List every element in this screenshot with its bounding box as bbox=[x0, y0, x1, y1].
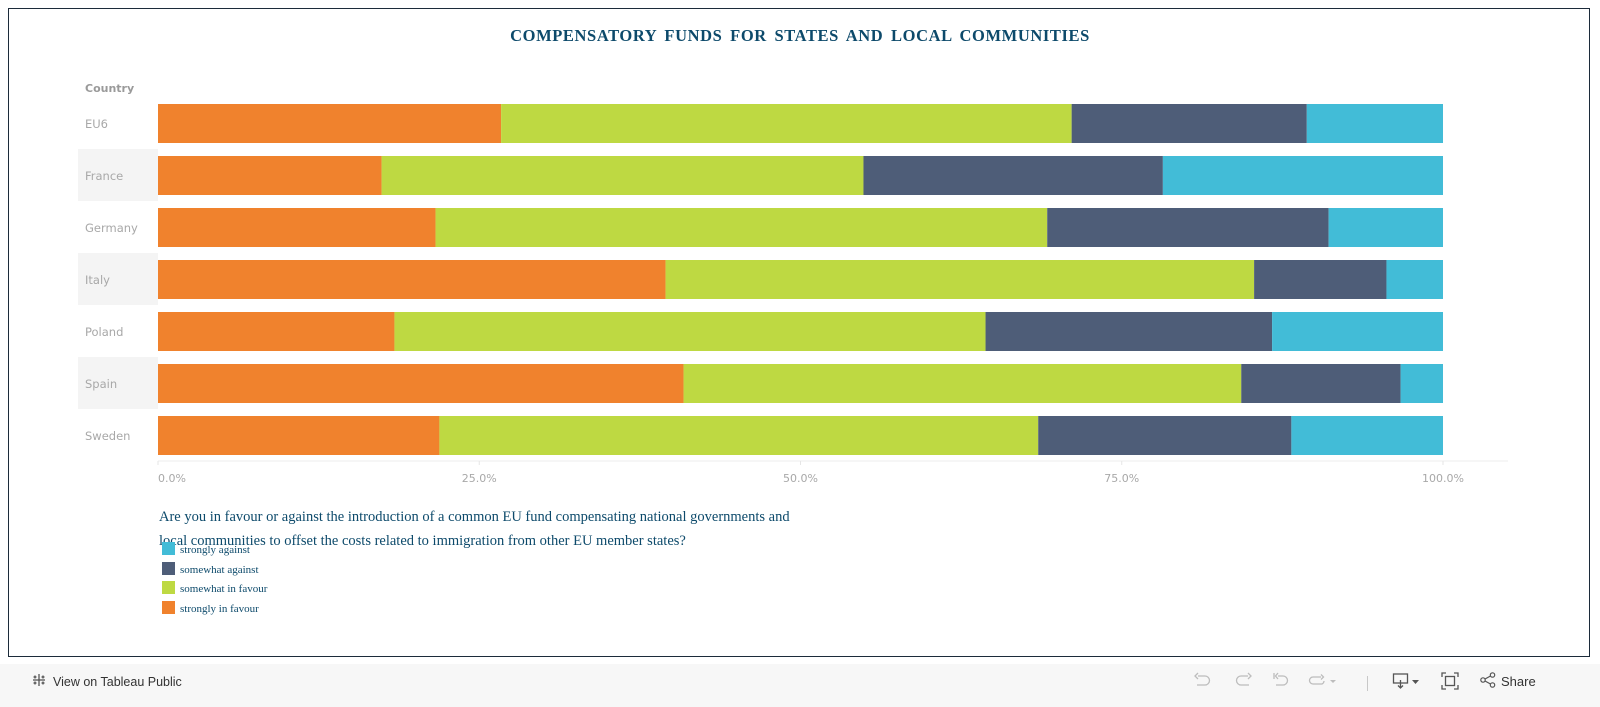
bar-segment-italy-strongly-in-favour[interactable] bbox=[158, 260, 666, 299]
undo-icon[interactable] bbox=[1194, 672, 1212, 691]
view-on-tableau-button[interactable]: View on Tableau Public bbox=[31, 672, 182, 691]
bar-segment-poland-somewhat-against[interactable] bbox=[985, 312, 1273, 351]
fullscreen-icon[interactable] bbox=[1441, 672, 1459, 693]
bar-segment-germany-somewhat-in-favour[interactable] bbox=[435, 208, 1048, 247]
bar-segment-eu6-somewhat-in-favour[interactable] bbox=[501, 104, 1072, 143]
share-label: Share bbox=[1501, 674, 1536, 689]
tableau-logo-icon bbox=[31, 672, 47, 691]
download-icon[interactable] bbox=[1392, 672, 1424, 693]
bar-segment-spain-somewhat-in-favour[interactable] bbox=[683, 364, 1242, 403]
view-on-tableau-label: View on Tableau Public bbox=[53, 674, 182, 689]
bar-segment-spain-strongly-in-favour[interactable] bbox=[158, 364, 684, 403]
legend-label: somewhat against bbox=[180, 563, 259, 576]
bar-segment-sweden-strongly-against[interactable] bbox=[1291, 416, 1443, 455]
bar-segment-germany-somewhat-against[interactable] bbox=[1047, 208, 1329, 247]
x-tick-label: 75.0% bbox=[1104, 472, 1139, 485]
bar-segment-poland-strongly-against[interactable] bbox=[1272, 312, 1443, 351]
row-band bbox=[78, 357, 158, 409]
row-label-eu6: EU6 bbox=[85, 117, 108, 131]
bar-segment-france-somewhat-in-favour[interactable] bbox=[381, 156, 864, 195]
bar-segment-eu6-strongly-in-favour[interactable] bbox=[158, 104, 502, 143]
bar-segment-italy-somewhat-against[interactable] bbox=[1254, 260, 1387, 299]
bar-segment-germany-strongly-against[interactable] bbox=[1328, 208, 1443, 247]
revert-icon[interactable] bbox=[1272, 672, 1290, 691]
chart-title: COMPENSATORY FUNDS FOR STATES AND LOCAL … bbox=[510, 26, 1090, 45]
row-label-italy: Italy bbox=[85, 273, 110, 287]
legend-swatch bbox=[162, 542, 175, 555]
legend-label: somewhat in favour bbox=[180, 583, 268, 595]
row-label-sweden: Sweden bbox=[85, 429, 131, 443]
x-tick-label: 50.0% bbox=[783, 472, 818, 485]
x-tick-label: 100.0% bbox=[1422, 472, 1464, 485]
legend-label: strongly against bbox=[180, 544, 250, 556]
bar-segment-sweden-somewhat-against[interactable] bbox=[1038, 416, 1292, 455]
row-label-france: France bbox=[85, 169, 124, 183]
row-band bbox=[78, 149, 158, 201]
row-label-poland: Poland bbox=[85, 325, 124, 339]
share-icon bbox=[1480, 672, 1496, 691]
bar-segment-spain-strongly-against[interactable] bbox=[1400, 364, 1443, 403]
bar-segment-poland-somewhat-in-favour[interactable] bbox=[394, 312, 986, 351]
legend-swatch bbox=[162, 581, 175, 594]
bar-segment-italy-somewhat-in-favour[interactable] bbox=[665, 260, 1255, 299]
x-tick-label: 0.0% bbox=[158, 472, 186, 485]
legend-label: strongly in favour bbox=[180, 602, 259, 615]
bar-segment-france-somewhat-against[interactable] bbox=[863, 156, 1163, 195]
legend-swatch bbox=[162, 600, 175, 614]
bar-segment-france-strongly-against[interactable] bbox=[1162, 156, 1443, 195]
bar-segment-germany-strongly-in-favour[interactable] bbox=[158, 208, 436, 247]
bar-segment-poland-strongly-in-favour[interactable] bbox=[158, 312, 395, 351]
bar-segment-france-strongly-in-favour[interactable] bbox=[158, 156, 382, 195]
bar-segment-sweden-somewhat-in-favour[interactable] bbox=[439, 416, 1039, 455]
survey-question: Are you in favour or against the introdu… bbox=[159, 509, 790, 549]
pause-updates-icon[interactable] bbox=[1308, 672, 1338, 691]
row-label-spain: Spain bbox=[85, 377, 118, 391]
row-band bbox=[78, 253, 158, 305]
row-header-country: Country bbox=[85, 82, 135, 95]
bar-segment-eu6-strongly-against[interactable] bbox=[1306, 104, 1443, 143]
bar-segment-eu6-somewhat-against[interactable] bbox=[1071, 104, 1307, 143]
x-tick-label: 25.0% bbox=[462, 472, 497, 485]
bar-segment-spain-somewhat-against[interactable] bbox=[1241, 364, 1401, 403]
row-label-germany: Germany bbox=[85, 221, 138, 235]
stacked-bar-chart: 0.0% 25.0% 50.0% 75.0% 100.0% bbox=[157, 104, 1508, 485]
toolbar-divider bbox=[1367, 676, 1368, 691]
bar-segment-sweden-strongly-in-favour[interactable] bbox=[158, 416, 440, 455]
share-button[interactable]: Share bbox=[1480, 672, 1536, 691]
redo-icon[interactable] bbox=[1234, 672, 1252, 691]
legend-swatch bbox=[162, 561, 175, 575]
bar-segment-italy-strongly-against[interactable] bbox=[1386, 260, 1443, 299]
tableau-toolbar: View on Tableau Public Share bbox=[0, 664, 1600, 707]
